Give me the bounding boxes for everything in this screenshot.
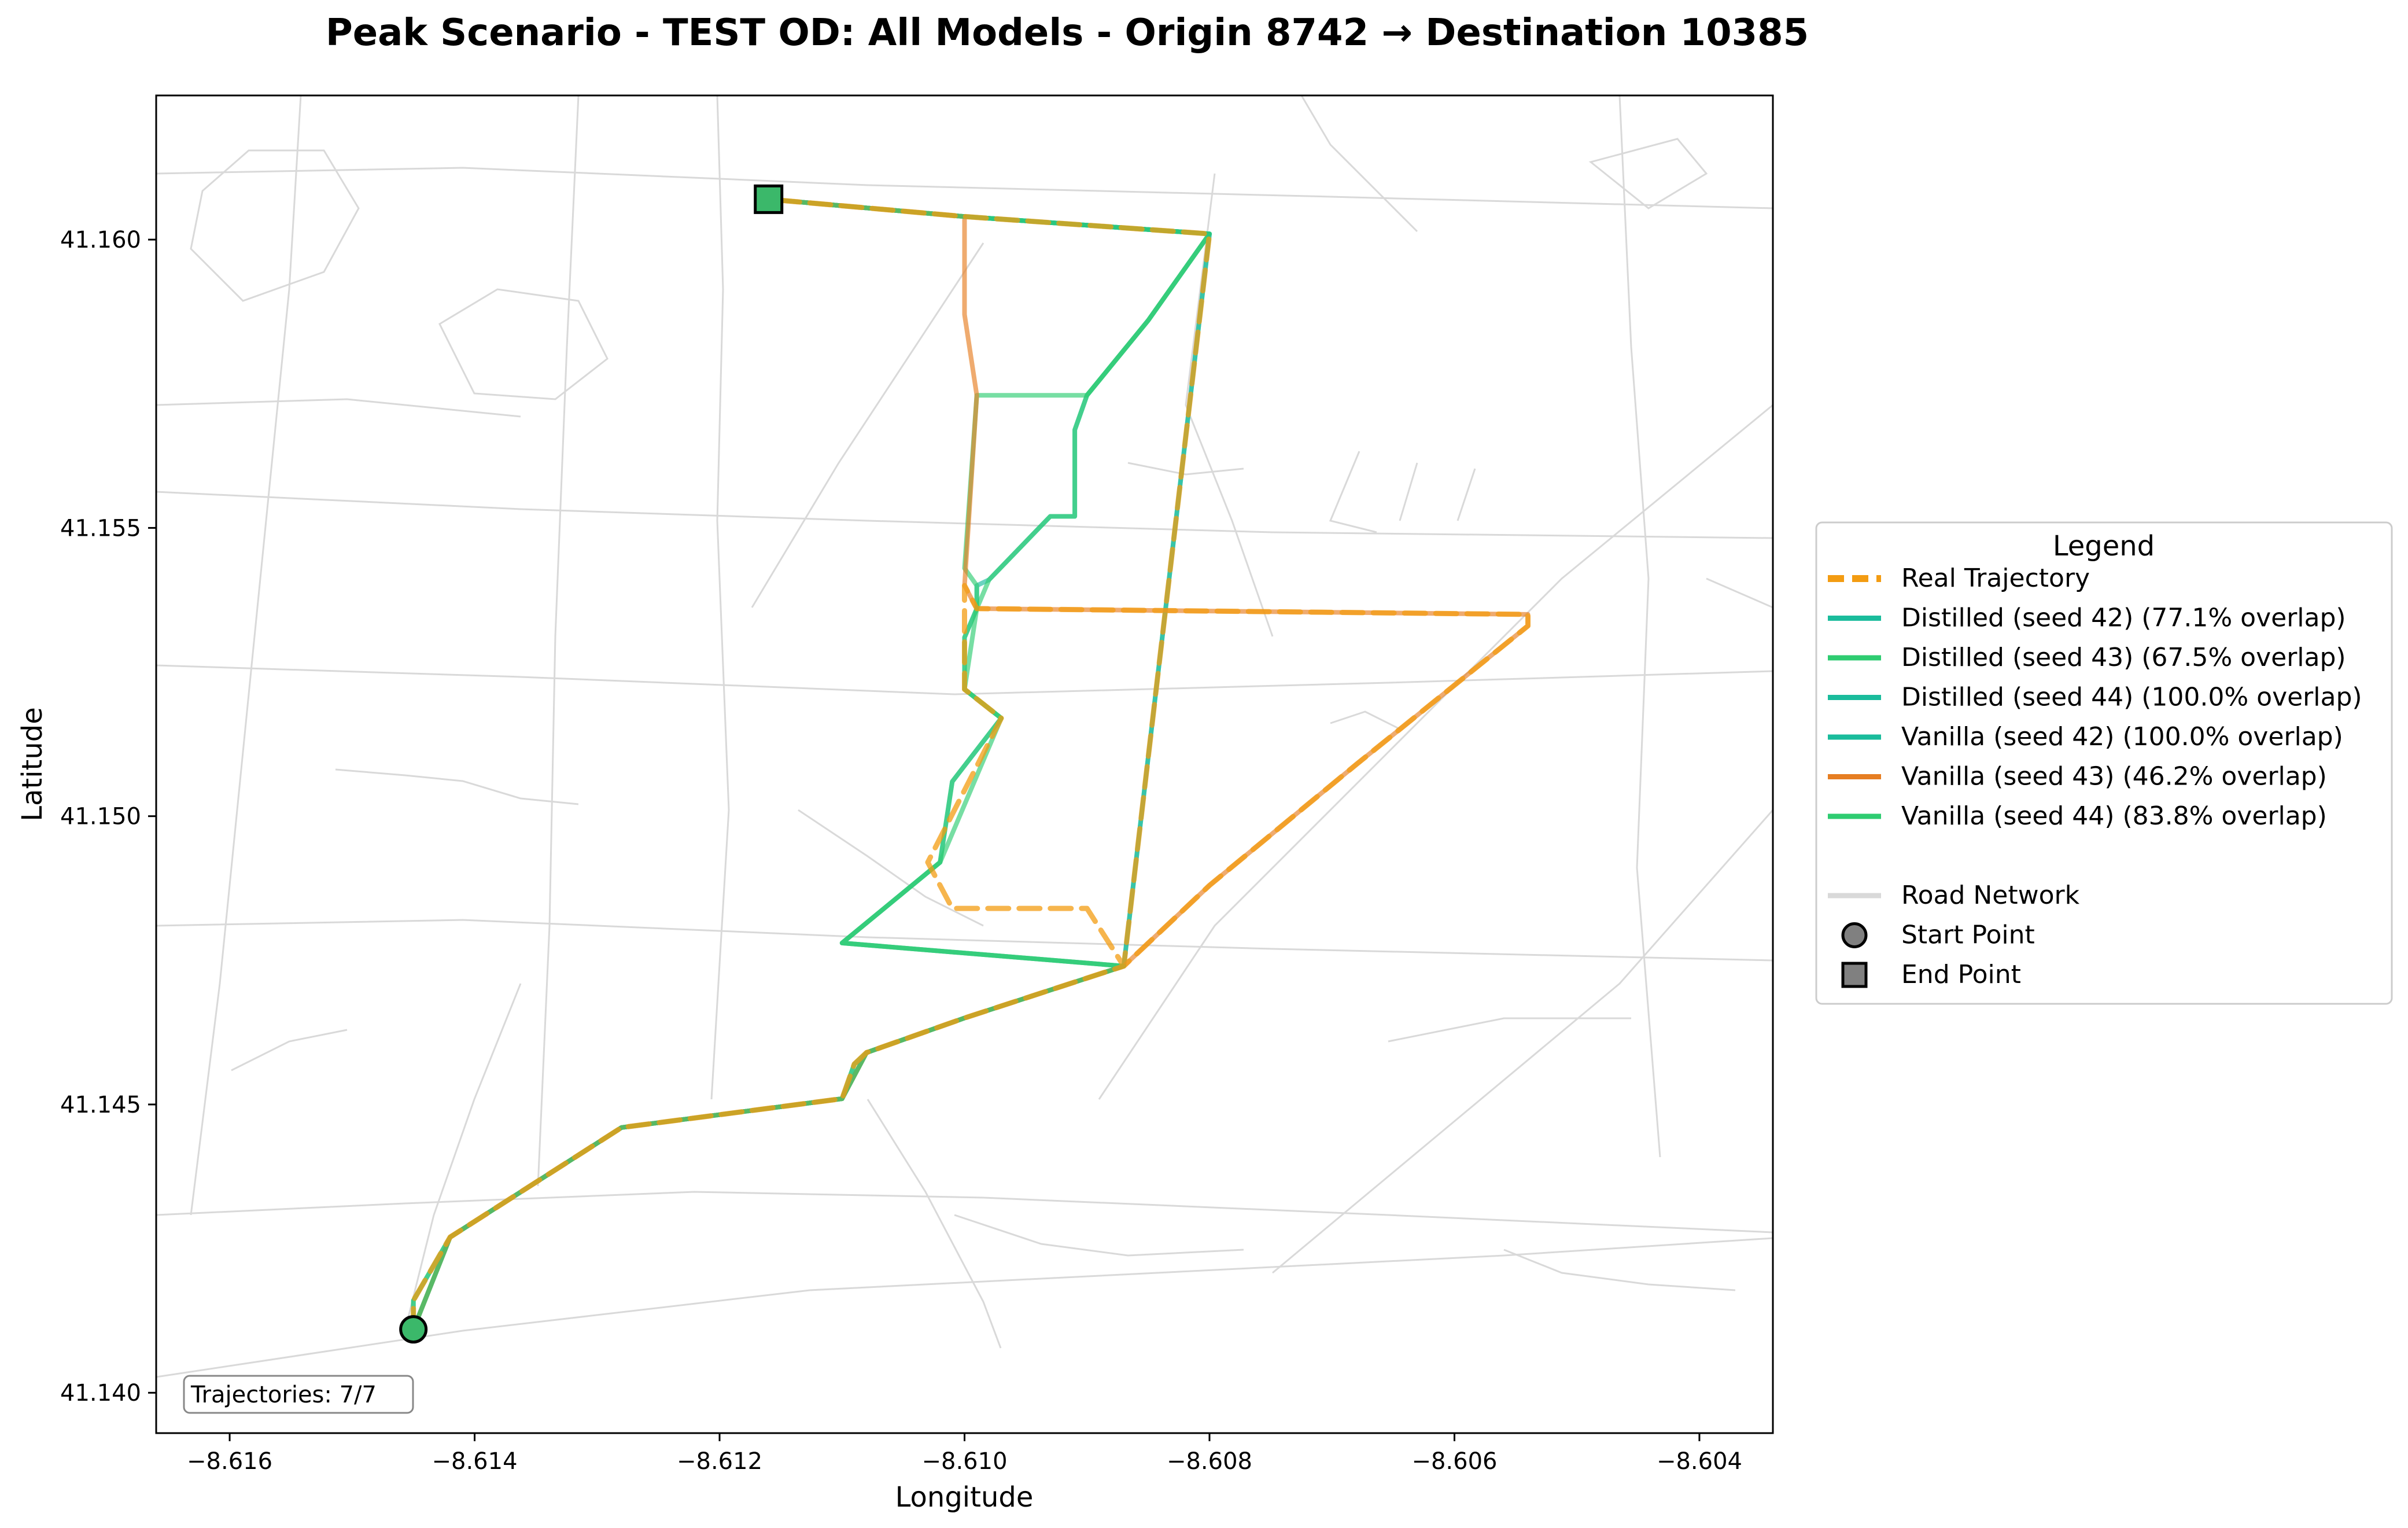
x-tick-label: −8.610 xyxy=(921,1448,1007,1475)
trajectory-line-5 xyxy=(411,197,1531,1332)
y-tick-label: 41.155 xyxy=(60,515,141,542)
road-segment xyxy=(156,167,1773,209)
road-segment xyxy=(438,288,609,400)
road-segment xyxy=(1503,1249,1736,1291)
road-segment xyxy=(190,149,360,302)
road-segment xyxy=(231,1029,348,1072)
road-segment xyxy=(190,95,302,1216)
x-tick-label: −8.614 xyxy=(432,1448,518,1475)
road-network xyxy=(156,95,1773,1378)
legend-label-2: Distilled (seed 43) (67.5% overlap) xyxy=(1901,643,2346,672)
legend-title: Legend xyxy=(2053,530,2155,562)
road-segment xyxy=(1399,462,1418,521)
trajectory-count-box: Trajectories: 7/7 xyxy=(183,1375,414,1414)
road-segment xyxy=(954,1214,1244,1257)
legend-label-1: Distilled (seed 42) (77.1% overlap) xyxy=(1901,603,2346,633)
road-segment xyxy=(404,983,522,1331)
road-segment xyxy=(156,1237,1773,1378)
x-tick-label: −8.612 xyxy=(677,1448,762,1475)
road-segment xyxy=(1588,138,1708,209)
road-segment xyxy=(156,1191,1773,1234)
legend-label-3: Distilled (seed 44) (100.0% overlap) xyxy=(1901,683,2362,712)
road-segment xyxy=(710,95,730,1100)
road-segment xyxy=(1272,809,1773,1274)
road-segment xyxy=(751,242,984,608)
road-segment xyxy=(1127,462,1244,476)
x-tick-label: −8.604 xyxy=(1657,1448,1742,1475)
x-axis-ticks: −8.616 −8.614 −8.612 −8.610 −8.608 −8.606 −8.6… xyxy=(187,1433,1742,1475)
trajectory-count-frame xyxy=(183,1375,414,1414)
end-point-marker xyxy=(754,184,784,214)
road-segment xyxy=(1706,577,1773,609)
road-segment xyxy=(866,1099,1002,1349)
trajectory-line-6 xyxy=(411,197,1212,1332)
y-axis-ticks: 41.140 41.145 41.150 41.155 41.160 xyxy=(60,227,156,1407)
road-segment xyxy=(1388,1017,1631,1043)
legend-label-start: Start Point xyxy=(1901,921,2035,950)
y-tick-label: 41.150 xyxy=(60,804,141,830)
legend-swatch-end xyxy=(1841,962,1868,988)
road-segment xyxy=(1456,468,1476,521)
road-segment xyxy=(156,664,1773,695)
y-axis-label: Latitude xyxy=(16,707,49,822)
trajectory-line-0 xyxy=(411,196,1531,1332)
road-segment xyxy=(156,919,1773,962)
road-segment xyxy=(798,809,984,927)
trajectory-line-2 xyxy=(411,197,1212,1332)
x-tick-label: −8.608 xyxy=(1167,1448,1252,1475)
od-markers xyxy=(399,184,784,1344)
x-axis-label: Longitude xyxy=(895,1481,1034,1514)
legend-items: Real Trajectory Distilled (seed 42) (77.1… xyxy=(1828,564,2362,989)
road-segment xyxy=(1098,404,1773,1100)
chart-title: Peak Scenario - TEST OD: All Models - Or… xyxy=(326,12,1809,54)
road-segment xyxy=(1329,451,1377,533)
legend-frame xyxy=(1815,521,2393,1005)
x-tick-label: −8.616 xyxy=(187,1448,272,1475)
legend-label-5: Vanilla (seed 43) (46.2% overlap) xyxy=(1901,762,2327,791)
road-segment xyxy=(1618,95,1661,1158)
road-segment xyxy=(156,491,1773,539)
trajectory-count-label: Trajectories: 7/7 xyxy=(190,1382,377,1408)
y-tick-label: 41.145 xyxy=(60,1092,141,1118)
road-segment xyxy=(1300,95,1418,233)
trajectory-line-1 xyxy=(411,197,1212,1332)
legend-swatch-start xyxy=(1841,922,1868,948)
road-segment xyxy=(1330,710,1400,730)
x-tick-label: −8.606 xyxy=(1411,1448,1497,1475)
trajectory-line-3 xyxy=(411,197,1212,1332)
legend-label-road: Road Network xyxy=(1901,881,2080,910)
y-tick-label: 41.160 xyxy=(60,227,141,253)
legend: Legend Real Trajectory Distilled (seed 42… xyxy=(1815,521,2393,1005)
legend-label-end: End Point xyxy=(1901,960,2021,989)
road-segment xyxy=(537,95,580,1187)
legend-label-4: Vanilla (seed 42) (100.0% overlap) xyxy=(1901,722,2343,752)
trajectory-line-4 xyxy=(411,197,1212,1332)
legend-label-6: Vanilla (seed 44) (83.8% overlap) xyxy=(1901,801,2327,831)
road-segment xyxy=(1185,173,1274,637)
y-tick-label: 41.140 xyxy=(60,1380,141,1407)
start-point-marker xyxy=(399,1315,428,1344)
trajectory-layer xyxy=(411,196,1531,1332)
road-segment xyxy=(335,768,579,805)
road-segment xyxy=(156,398,521,418)
legend-label-0: Real Trajectory xyxy=(1901,564,2090,593)
